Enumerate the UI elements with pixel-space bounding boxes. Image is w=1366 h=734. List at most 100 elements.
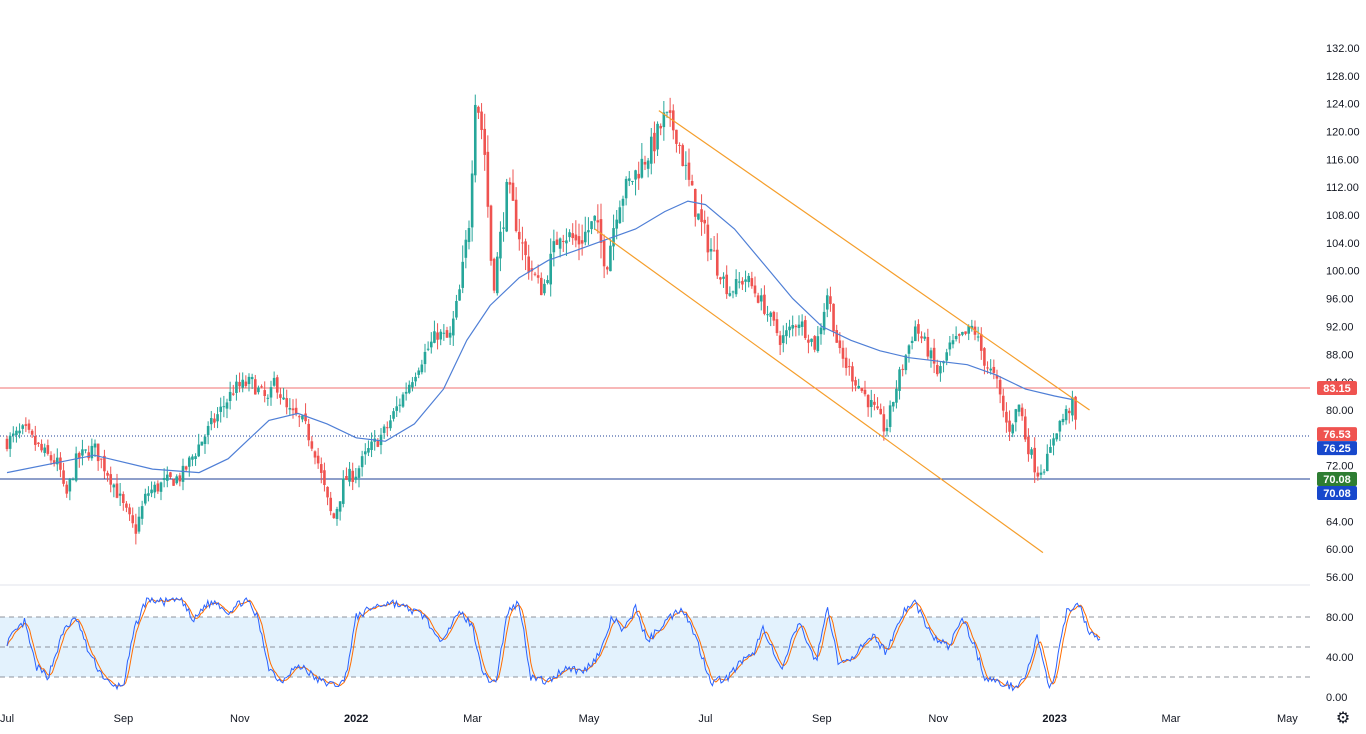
candle-body bbox=[304, 413, 307, 422]
candle-body bbox=[125, 503, 128, 508]
candle-body bbox=[781, 335, 785, 344]
candle-body bbox=[181, 465, 185, 482]
candle-body bbox=[744, 279, 747, 282]
candle-body bbox=[788, 326, 791, 331]
candle-body bbox=[891, 402, 895, 407]
candle-body bbox=[725, 274, 729, 295]
candle-body bbox=[464, 239, 468, 258]
candle-body bbox=[499, 231, 502, 259]
candle-body bbox=[291, 408, 295, 411]
price-tick-label: 132.00 bbox=[1326, 43, 1360, 55]
candle-body bbox=[561, 240, 565, 242]
candle-body bbox=[508, 182, 512, 185]
candle-body bbox=[49, 455, 53, 461]
price-badge bbox=[1317, 485, 1357, 500]
candle-body bbox=[143, 493, 147, 504]
candle-body bbox=[697, 213, 700, 220]
candle-body bbox=[939, 366, 942, 374]
candle-body bbox=[40, 443, 43, 451]
candle-body bbox=[219, 406, 223, 412]
candle-body bbox=[866, 394, 870, 408]
candle-body bbox=[539, 277, 543, 296]
candle-body bbox=[175, 476, 179, 484]
candle-body bbox=[1030, 449, 1033, 455]
price-tick-label: 124.00 bbox=[1326, 99, 1360, 111]
candle-body bbox=[162, 477, 166, 480]
candle-body bbox=[307, 423, 311, 441]
candle-body bbox=[483, 128, 487, 155]
candle-body bbox=[1033, 447, 1036, 473]
candle-body bbox=[869, 400, 873, 407]
candle-body bbox=[731, 291, 735, 293]
stochastic-axis[interactable]: 80.00 40.00 0.00 bbox=[1326, 612, 1354, 704]
candle-body bbox=[822, 311, 826, 331]
candle-body bbox=[461, 261, 465, 288]
candle-body bbox=[1042, 471, 1046, 473]
candle-body bbox=[74, 453, 78, 481]
candle-body bbox=[1045, 453, 1049, 472]
candle-body bbox=[851, 366, 854, 382]
candle-body bbox=[935, 365, 939, 375]
candle-body bbox=[411, 382, 414, 388]
time-axis[interactable]: Jul Sep Nov 2022 Mar May Jul Sep Nov 2023 Mar May bbox=[0, 713, 1298, 725]
price-axis[interactable]: 132.00 128.00 124.00 120.00 116.00 112.00 108.… bbox=[1326, 43, 1360, 584]
candle-body bbox=[345, 475, 348, 480]
candle-body bbox=[609, 245, 612, 272]
candle-body bbox=[665, 111, 669, 113]
candle-body bbox=[895, 388, 898, 403]
price-tick-label: 96.00 bbox=[1326, 294, 1354, 306]
candle-body bbox=[84, 449, 87, 451]
candle-body bbox=[797, 324, 801, 329]
candle-body bbox=[1039, 472, 1043, 475]
candle-body bbox=[769, 312, 773, 317]
candle-body bbox=[115, 483, 119, 498]
descending-channel bbox=[594, 110, 1090, 554]
candle-body bbox=[527, 256, 531, 273]
candle-body bbox=[646, 160, 650, 169]
candle-body bbox=[414, 376, 417, 382]
candle-body bbox=[231, 393, 235, 395]
candle-body bbox=[62, 470, 65, 484]
candle-body bbox=[571, 233, 575, 239]
candle-body bbox=[470, 173, 474, 228]
candle-body bbox=[5, 438, 9, 450]
candle-body bbox=[288, 407, 292, 410]
candle-body bbox=[335, 508, 339, 519]
candle-body bbox=[847, 366, 851, 368]
candle-body bbox=[1052, 438, 1055, 446]
candle-body bbox=[11, 433, 15, 436]
candle-body bbox=[643, 161, 647, 165]
candle-body bbox=[719, 277, 722, 280]
candle-body bbox=[615, 219, 619, 229]
candle-body bbox=[637, 173, 641, 179]
price-badge-label: 83.15 bbox=[1323, 383, 1351, 395]
price-tick-label: 92.00 bbox=[1326, 321, 1354, 333]
candle-body bbox=[238, 381, 241, 387]
candle-body bbox=[505, 181, 509, 232]
candle-body bbox=[957, 334, 961, 336]
time-tick-label: Jul bbox=[0, 713, 14, 725]
candle-body bbox=[140, 506, 144, 519]
candle-body bbox=[253, 379, 257, 395]
time-tick-label: May bbox=[579, 713, 600, 725]
candle-body bbox=[77, 452, 81, 458]
candle-body bbox=[756, 295, 760, 303]
candle-body bbox=[678, 144, 681, 146]
candle-body bbox=[536, 275, 540, 278]
candle-body bbox=[524, 241, 527, 256]
candle-body bbox=[649, 136, 653, 164]
candle-body bbox=[605, 267, 609, 270]
candle-body bbox=[169, 472, 172, 478]
stochastic-d-line bbox=[6, 598, 1101, 689]
time-tick-label: May bbox=[1277, 713, 1298, 725]
candle-body bbox=[492, 258, 496, 291]
candle-body bbox=[103, 455, 106, 472]
candle-body bbox=[33, 435, 37, 445]
candle-body bbox=[1071, 397, 1074, 416]
candle-body bbox=[983, 348, 986, 366]
candle-body bbox=[885, 427, 889, 432]
candle-body bbox=[634, 170, 637, 180]
gear-icon[interactable]: ⚙ bbox=[1335, 710, 1351, 727]
candle-body bbox=[543, 283, 546, 294]
